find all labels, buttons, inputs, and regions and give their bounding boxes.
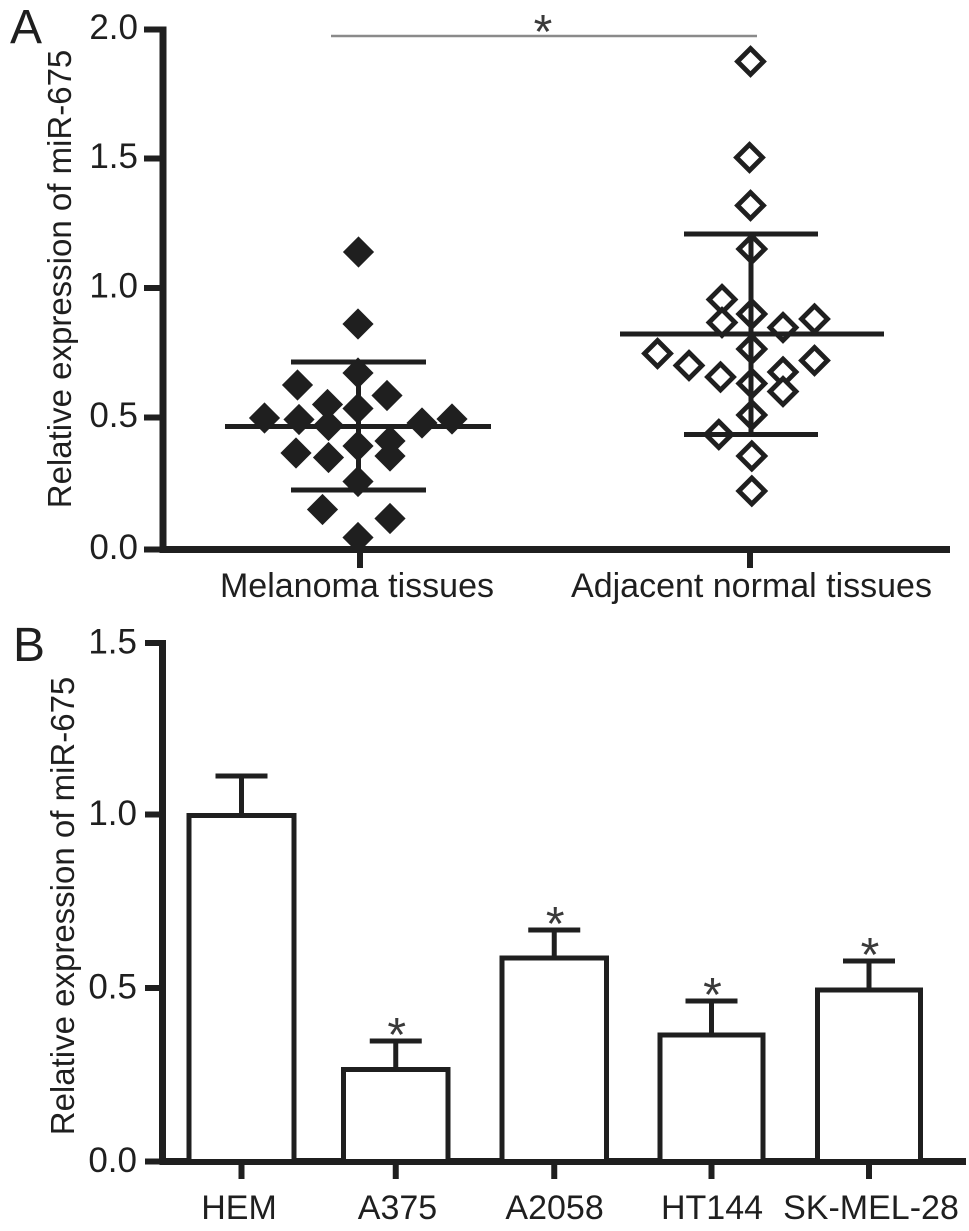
svg-text:Relative expression of miR-675: Relative expression of miR-675 [41,50,78,509]
svg-text:0.0: 0.0 [89,528,138,567]
svg-text:SK-MEL-28: SK-MEL-28 [783,1189,959,1227]
svg-text:*: * [703,969,722,1022]
svg-text:A375: A375 [358,1189,437,1227]
svg-text:Adjacent normal tissues: Adjacent normal tissues [571,567,932,605]
svg-text:Melanoma tissues: Melanoma tissues [220,567,494,605]
svg-text:0.0: 0.0 [88,1141,137,1180]
svg-text:1.5: 1.5 [89,137,138,176]
svg-text:0.5: 0.5 [89,396,138,435]
svg-text:*: * [534,6,553,59]
svg-text:B: B [13,619,45,672]
svg-text:*: * [546,898,565,951]
svg-text:A2058: A2058 [505,1189,603,1227]
svg-text:1.0: 1.0 [88,794,137,833]
svg-text:1.5: 1.5 [88,623,137,662]
svg-text:HEM: HEM [201,1189,277,1227]
svg-text:1.0: 1.0 [89,267,138,306]
svg-text:A: A [10,1,42,54]
svg-text:*: * [861,929,880,982]
svg-text:Relative expression of miR-675: Relative expression of miR-675 [44,677,81,1136]
svg-text:HT144: HT144 [661,1189,763,1227]
svg-text:0.5: 0.5 [88,968,137,1007]
svg-text:2.0: 2.0 [89,8,138,47]
svg-text:*: * [387,1009,406,1062]
